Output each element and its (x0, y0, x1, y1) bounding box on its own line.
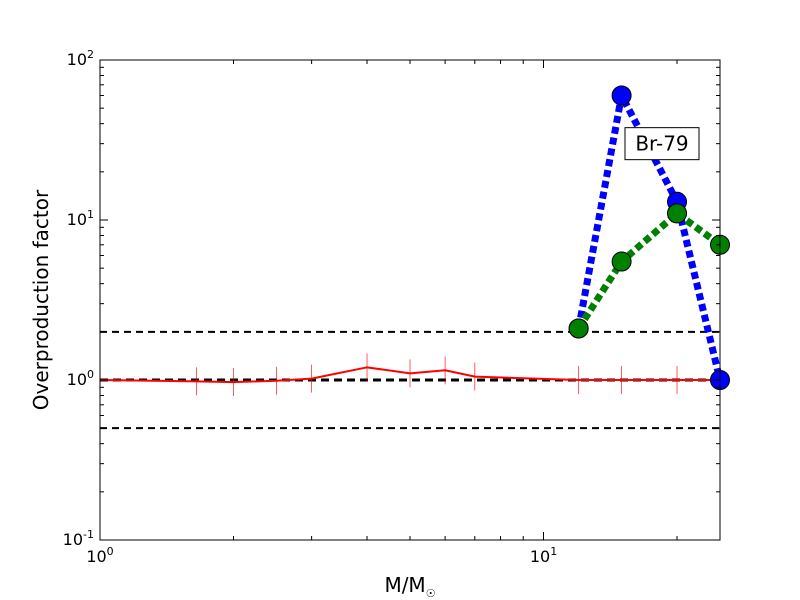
y-axis-label: Overproduction factor (29, 189, 53, 410)
annotation-layer: Br-79 (624, 127, 700, 161)
data-point-green (611, 251, 632, 272)
data-point-blue (611, 85, 632, 106)
y-tick-label: 102 (67, 48, 94, 69)
x-tick-label: 101 (530, 545, 557, 566)
y-tick-label: 100 (67, 368, 94, 389)
y-tick-label: 101 (67, 208, 94, 229)
labels-layer: M/M☉ Overproduction factor (29, 189, 436, 600)
annotation-label: Br-79 (635, 132, 688, 156)
annotation-box (624, 127, 700, 161)
series-layer (99, 84, 730, 397)
series-line-green (575, 208, 723, 331)
data-point-green (568, 318, 589, 339)
x-axis-label: M/M☉ (384, 573, 435, 600)
reference-lines (100, 330, 720, 430)
data-point-green (667, 203, 688, 224)
x-tick-label: 100 (86, 545, 113, 566)
y-tick-label: 10-1 (63, 528, 94, 549)
plot-frame (99, 59, 721, 541)
